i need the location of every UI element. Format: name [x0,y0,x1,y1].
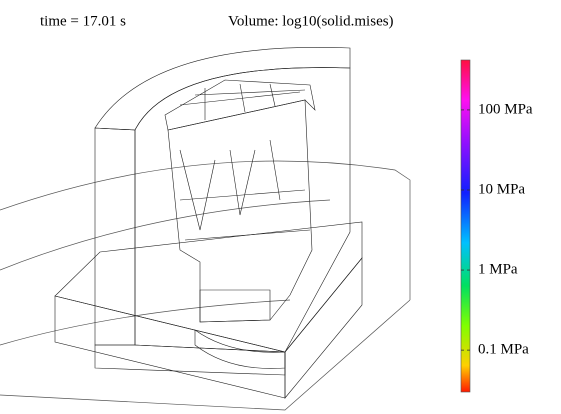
screenshot: time = 17.01 s Volume: log10(solid.mises… [0,0,561,414]
colorbar-tick-label: 10 MPa [478,181,525,197]
colorbar-tick-label: 0.1 MPa [478,342,529,358]
time-label: time = 17.01 s [40,13,126,29]
geometry-render [0,47,410,410]
colorbar-tick-label: 1 MPa [478,261,518,277]
expression-label: Volume: log10(solid.mises) [228,13,394,29]
colorbar-ticks: 0.1 MPa 1 MPa 10 MPa 100 MPa [461,101,533,357]
colorbar-tick-label: 100 MPa [478,101,533,117]
